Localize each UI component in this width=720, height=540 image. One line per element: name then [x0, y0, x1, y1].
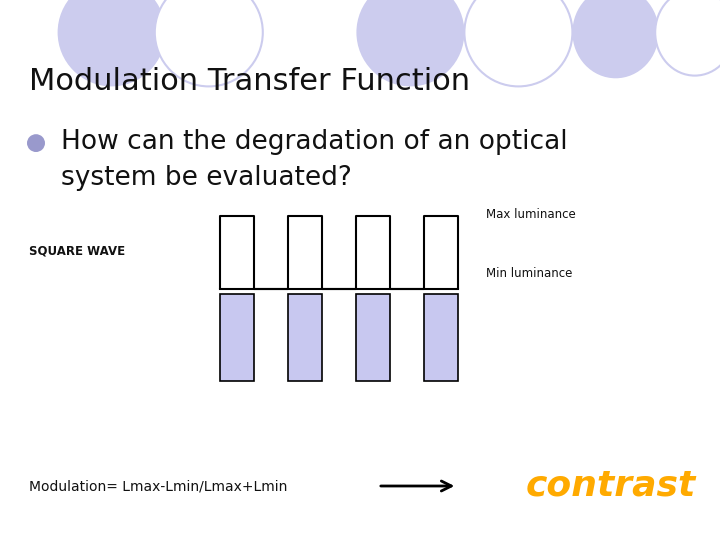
Text: Modulation= Lmax-Lmin/Lmax+Lmin: Modulation= Lmax-Lmin/Lmax+Lmin: [29, 479, 287, 493]
Text: system be evaluated?: system be evaluated?: [61, 165, 352, 191]
Ellipse shape: [464, 0, 572, 86]
Ellipse shape: [655, 0, 720, 76]
Text: How can the degradation of an optical: How can the degradation of an optical: [61, 129, 568, 154]
Bar: [356, 294, 390, 381]
Ellipse shape: [572, 0, 659, 78]
Ellipse shape: [356, 0, 464, 86]
Text: Max luminance: Max luminance: [486, 208, 576, 221]
Bar: [424, 294, 458, 381]
Bar: [288, 294, 322, 381]
Text: contrast: contrast: [526, 469, 696, 503]
Ellipse shape: [27, 134, 45, 152]
Text: Modulation Transfer Function: Modulation Transfer Function: [29, 68, 470, 97]
Ellipse shape: [155, 0, 263, 86]
Text: SQUARE WAVE: SQUARE WAVE: [29, 245, 125, 258]
Bar: [220, 294, 253, 381]
Ellipse shape: [58, 0, 166, 86]
Text: Min luminance: Min luminance: [486, 267, 572, 280]
